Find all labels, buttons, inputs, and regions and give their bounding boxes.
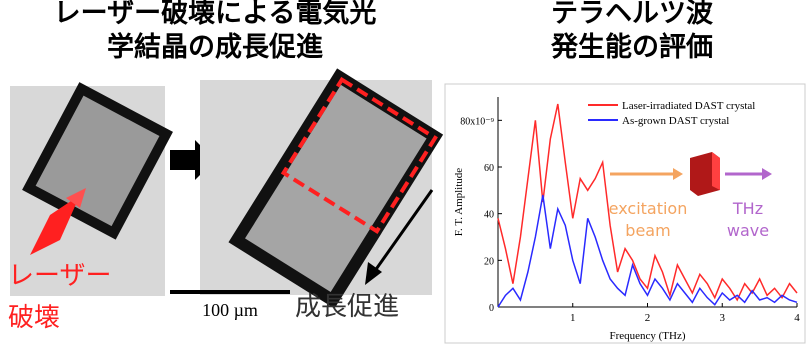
figure: レーザー破壊による電気光 学結晶の成長促進 テラヘルツ波 発生能の評価 100 … <box>0 0 806 344</box>
laser-label: 破壊 <box>8 303 60 333</box>
legend-label: As-grown DAST crystal <box>622 115 729 127</box>
y-axis-label: F. T. Amplitude <box>453 168 465 237</box>
legend-label: Laser-irradiated DAST crystal <box>622 100 755 112</box>
right-title: 発生能の評価 <box>550 31 713 63</box>
x-tick-label: 3 <box>720 312 726 324</box>
y-tick-label: 60 <box>484 163 494 174</box>
x-tick-label: 2 <box>645 312 651 324</box>
annotation: excitation <box>609 199 688 218</box>
crystal-face <box>712 152 720 190</box>
annotation: wave <box>727 221 769 240</box>
x-tick-label: 4 <box>794 312 800 324</box>
annotation: beam <box>625 221 670 240</box>
annotation: THz <box>732 199 763 218</box>
left-title: 学結晶の成長促進 <box>107 31 323 63</box>
y-tick-label: 20 <box>484 256 494 267</box>
scale-label: 100 µm <box>202 300 258 320</box>
x-axis-label: Frequency (THz) <box>609 330 685 342</box>
x-tick-label: 1 <box>570 312 576 324</box>
page: {"left_title": ["レーザー破壊による電気光", "学結晶の成長促… <box>0 0 806 344</box>
left-title: レーザー破壊による電気光 <box>54 0 377 29</box>
y-tick-label: 80x10⁻⁹ <box>460 116 494 127</box>
laser-label: レーザー <box>8 261 111 291</box>
y-tick-label: 0 <box>489 303 494 314</box>
growth-label: 成長促進 <box>295 292 399 322</box>
right-title: テラヘルツ波 <box>551 0 714 29</box>
y-tick-label: 40 <box>484 210 494 221</box>
